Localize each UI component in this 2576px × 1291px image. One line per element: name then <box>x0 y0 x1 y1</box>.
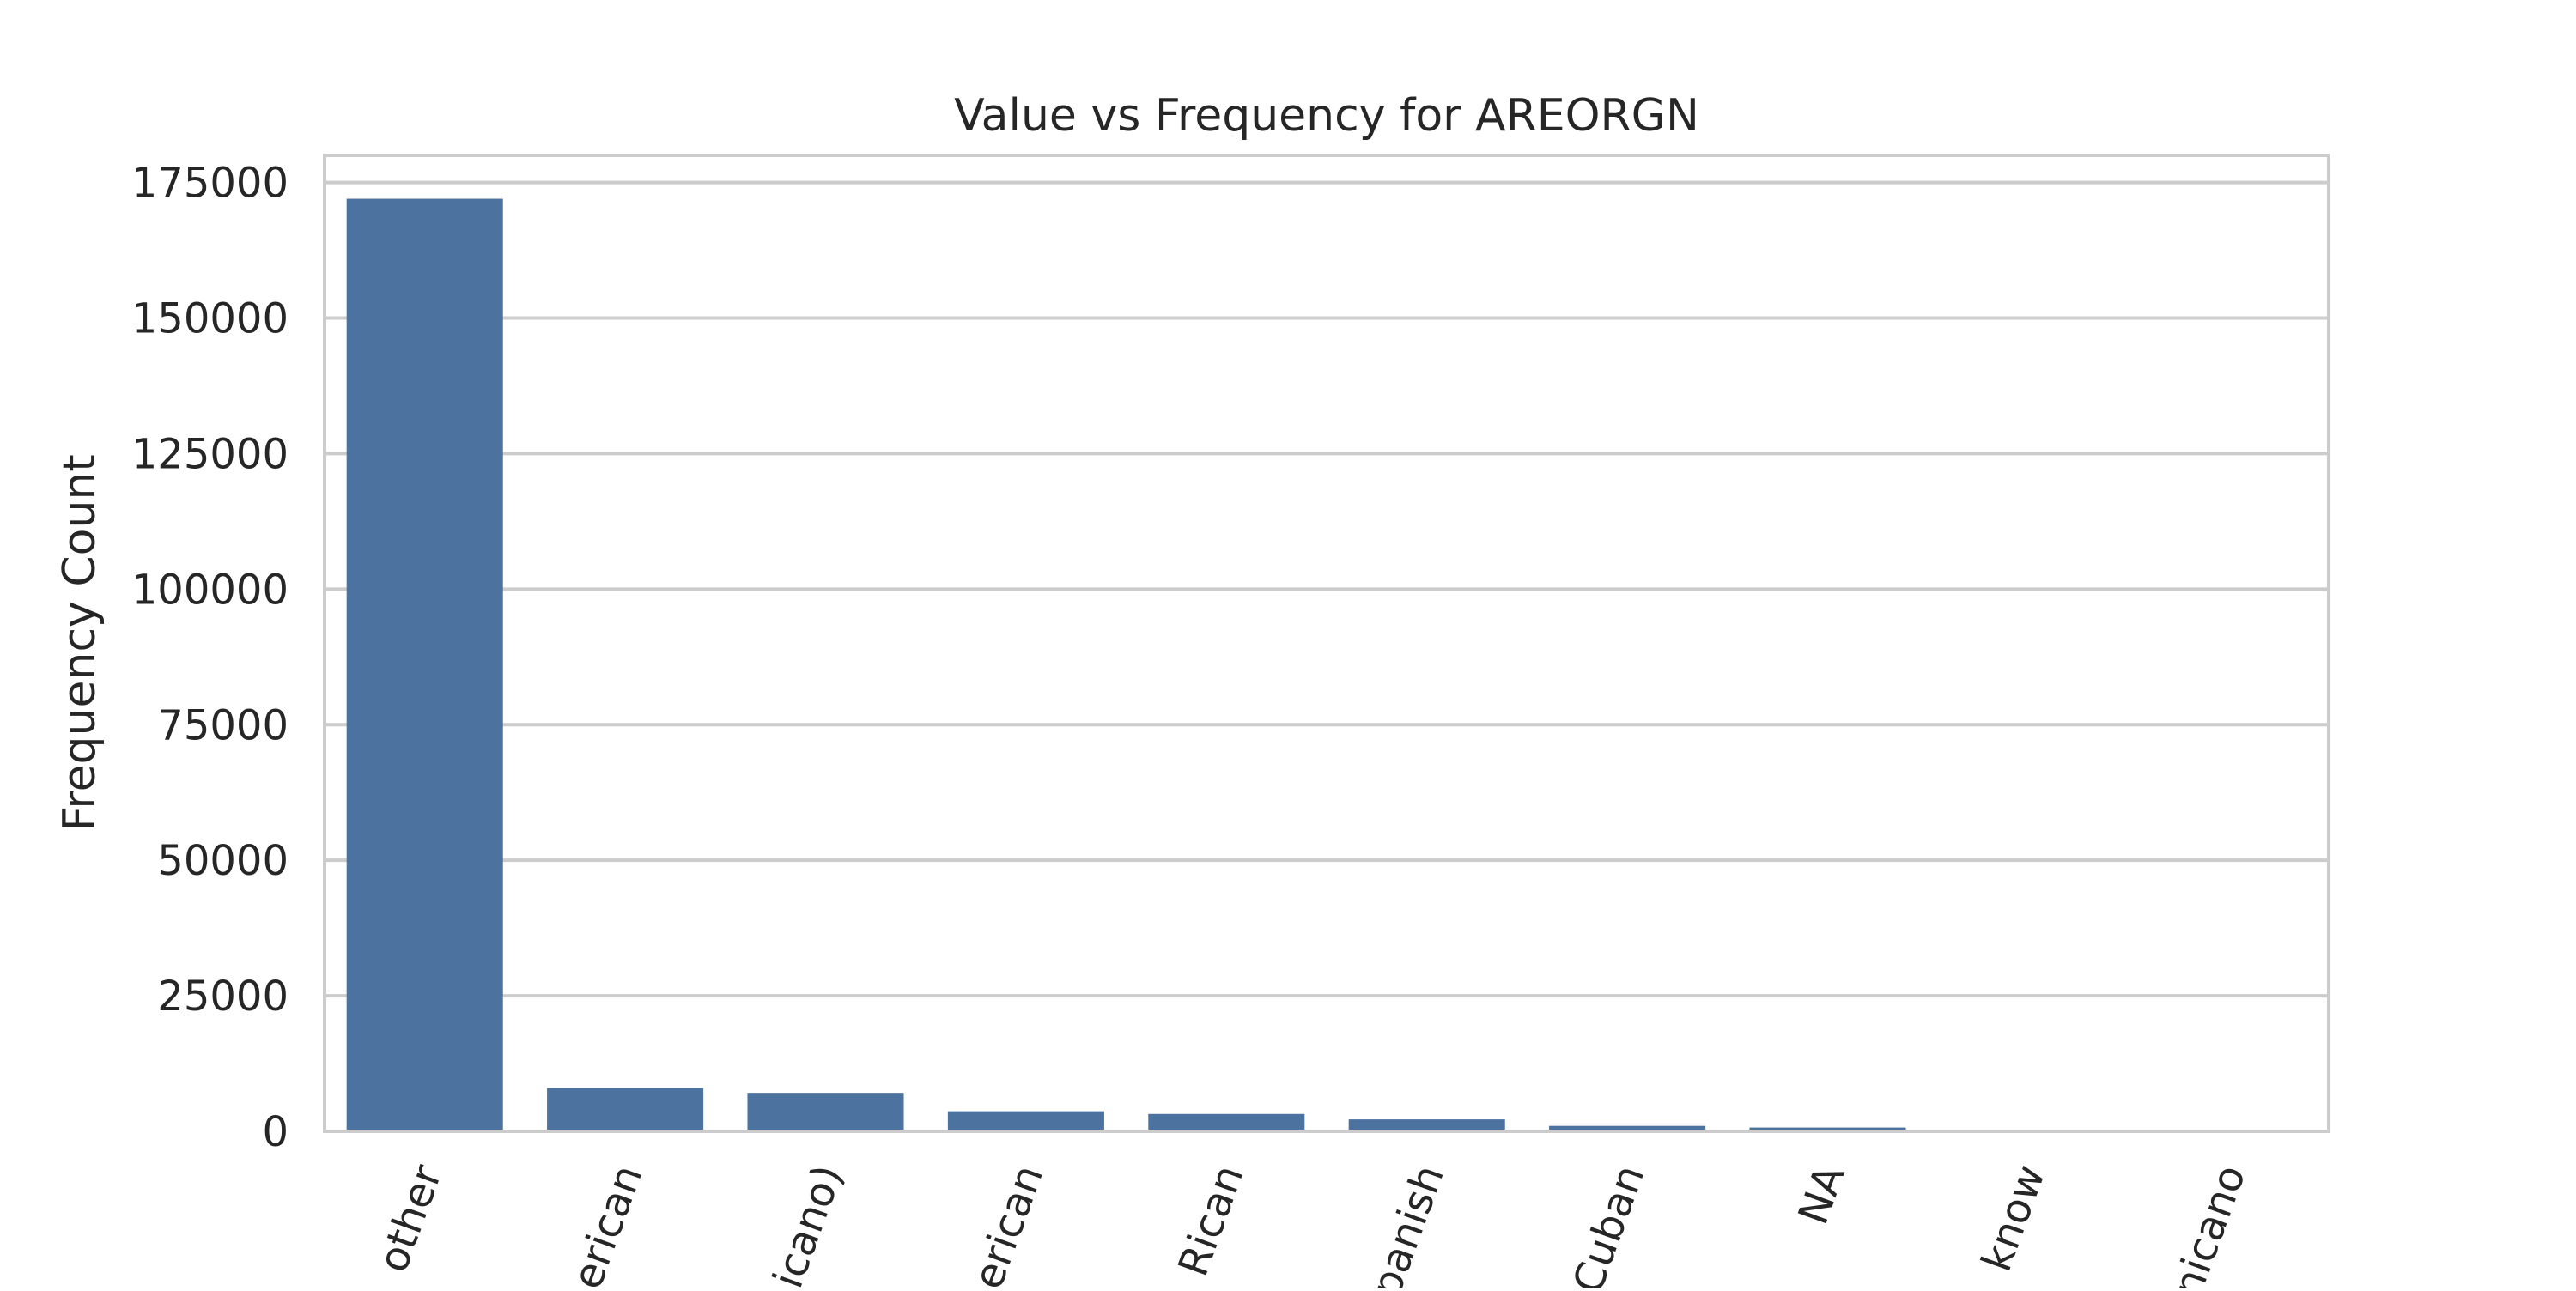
gridlines <box>325 180 2329 998</box>
y-tick-labels: 0 25000 50000 75000 100000 125000 150000 175000 <box>131 160 289 1156</box>
bar <box>1348 1119 1505 1131</box>
chart-title: Value vs Frequency for AREORGN <box>954 90 1699 142</box>
plot-frame <box>323 154 2330 1133</box>
y-tick-label: 25000 <box>157 973 289 1021</box>
x-tick-label: NA <box>1789 1159 1855 1231</box>
bars <box>346 198 2307 1132</box>
y-axis-label: Frequency Count <box>54 454 106 832</box>
bar <box>547 1088 704 1131</box>
bar <box>747 1093 904 1131</box>
bar <box>1749 1127 1906 1131</box>
y-tick-label: 125000 <box>131 430 289 478</box>
x-tick-label: Rican <box>1169 1159 1253 1282</box>
x-tick-label: erican <box>563 1159 653 1288</box>
y-tick-label: 0 <box>262 1108 289 1156</box>
bar <box>947 1111 1104 1131</box>
x-tick-label: other <box>369 1159 452 1279</box>
y-tick-label: 100000 <box>131 566 289 614</box>
y-tick-label: 50000 <box>157 837 289 885</box>
bar <box>346 198 503 1132</box>
x-tick-label: erican <box>964 1159 1054 1288</box>
x-tick-label: nicano <box>2163 1159 2255 1288</box>
y-tick-label: 175000 <box>131 160 289 208</box>
bar <box>1549 1125 1706 1131</box>
y-tick-label: 150000 <box>131 295 289 343</box>
y-tick-label: 75000 <box>157 701 289 749</box>
x-tick-label: Cuban <box>1564 1159 1654 1288</box>
x-tick-label: icano) <box>764 1159 853 1288</box>
x-tick-label: panish <box>1362 1159 1454 1288</box>
x-tick-labels: other erican icano) erican Rican panish Cuban N… <box>369 1159 2256 1291</box>
bar <box>1148 1113 1305 1131</box>
x-tick-label: know <box>1972 1159 2055 1277</box>
